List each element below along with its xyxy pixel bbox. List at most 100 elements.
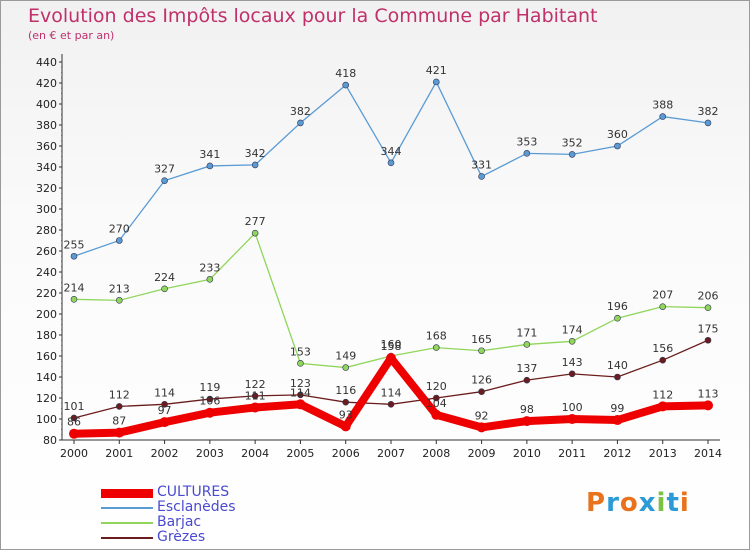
x-tick-label: 2014 xyxy=(694,447,722,460)
y-tick-label: 140 xyxy=(36,371,57,384)
y-tick-label: 400 xyxy=(36,98,57,111)
data-point xyxy=(115,403,123,410)
y-tick-label: 440 xyxy=(36,56,57,69)
data-point xyxy=(521,416,532,427)
x-tick-label: 2013 xyxy=(649,447,677,460)
data-label: 101 xyxy=(64,400,85,413)
data-point xyxy=(206,162,214,170)
data-label: 353 xyxy=(516,135,537,148)
legend-item: Barjac xyxy=(101,514,361,530)
data-point xyxy=(251,161,259,169)
data-label: 341 xyxy=(199,148,220,161)
data-label: 114 xyxy=(154,386,175,399)
data-label: 352 xyxy=(562,136,583,149)
data-point xyxy=(432,344,440,351)
data-point xyxy=(659,303,667,310)
logo-letter: r xyxy=(606,488,620,518)
data-label: 122 xyxy=(245,378,266,391)
data-point xyxy=(478,173,485,180)
data-label: 382 xyxy=(290,105,311,118)
legend-item: Grèzes xyxy=(101,529,361,545)
data-point xyxy=(161,177,168,184)
legend-label: Grèzes xyxy=(157,529,206,545)
y-tick-label: 120 xyxy=(36,392,57,405)
legend-item: CULTURES xyxy=(101,484,361,500)
y-tick-label: 160 xyxy=(36,350,57,363)
data-point xyxy=(340,421,351,432)
data-label: 213 xyxy=(109,282,130,295)
data-label: 93 xyxy=(339,408,353,421)
data-label: 233 xyxy=(199,261,220,274)
legend-label: CULTURES xyxy=(157,484,230,500)
data-label: 137 xyxy=(516,362,537,375)
x-tick-label: 2002 xyxy=(151,447,179,460)
data-label: 104 xyxy=(426,397,447,410)
data-label: 98 xyxy=(520,403,534,416)
data-point xyxy=(614,314,621,322)
data-point xyxy=(703,400,713,411)
x-tick-label: 2005 xyxy=(286,447,314,460)
data-point xyxy=(295,399,306,410)
data-label: 206 xyxy=(698,290,719,303)
logo-letter: t xyxy=(666,488,680,518)
data-label: 277 xyxy=(245,215,266,228)
data-point xyxy=(612,415,623,426)
data-label: 99 xyxy=(610,402,624,415)
y-tick-label: 300 xyxy=(36,203,57,216)
data-label: 175 xyxy=(698,322,719,335)
data-point xyxy=(115,237,123,244)
y-tick-label: 100 xyxy=(36,413,57,426)
data-point xyxy=(159,417,170,428)
y-tick-label: 320 xyxy=(36,182,57,195)
x-tick-label: 2000 xyxy=(60,447,88,460)
data-point xyxy=(431,409,442,420)
data-point xyxy=(659,113,667,120)
legend-swatch xyxy=(101,488,153,498)
x-tick-label: 2009 xyxy=(468,447,496,460)
data-point xyxy=(614,142,621,150)
data-point xyxy=(204,407,215,418)
data-point xyxy=(250,402,261,413)
data-point xyxy=(206,276,214,283)
data-label: 388 xyxy=(652,99,673,112)
data-point xyxy=(342,364,350,371)
legend-swatch xyxy=(101,522,153,524)
data-point xyxy=(704,336,712,344)
chart-subtitle: (en € et par an) xyxy=(28,29,115,42)
data-label: 171 xyxy=(516,326,537,339)
data-point xyxy=(342,398,350,406)
y-tick-label: 280 xyxy=(36,224,57,237)
data-point xyxy=(206,395,214,403)
data-point xyxy=(704,304,712,312)
data-label: 196 xyxy=(607,300,628,313)
proxiti-logo: Proxiti xyxy=(586,488,690,518)
legend-swatch xyxy=(101,507,153,509)
data-label: 111 xyxy=(245,389,266,402)
data-label: 112 xyxy=(652,388,673,401)
data-point xyxy=(70,252,78,260)
data-point xyxy=(297,391,304,399)
x-tick-label: 2008 xyxy=(422,447,450,460)
data-point xyxy=(69,428,79,439)
data-point xyxy=(70,295,78,303)
data-label: 165 xyxy=(471,333,492,346)
data-point xyxy=(568,337,576,345)
y-tick-label: 180 xyxy=(36,329,57,342)
data-point xyxy=(251,229,259,237)
data-point xyxy=(70,414,78,422)
data-label: 158 xyxy=(381,340,402,353)
data-point xyxy=(161,285,168,293)
data-point xyxy=(387,400,395,408)
data-label: 421 xyxy=(426,64,447,77)
y-tick-label: 220 xyxy=(36,287,57,300)
data-label: 126 xyxy=(471,374,492,387)
x-tick-label: 2004 xyxy=(241,447,269,460)
data-point xyxy=(432,394,440,402)
data-label: 113 xyxy=(698,387,719,400)
data-label: 160 xyxy=(381,338,402,351)
data-label: 168 xyxy=(426,330,447,343)
legend-label: Barjac xyxy=(157,514,202,530)
y-tick-label: 380 xyxy=(36,119,57,132)
data-label: 153 xyxy=(290,345,311,358)
